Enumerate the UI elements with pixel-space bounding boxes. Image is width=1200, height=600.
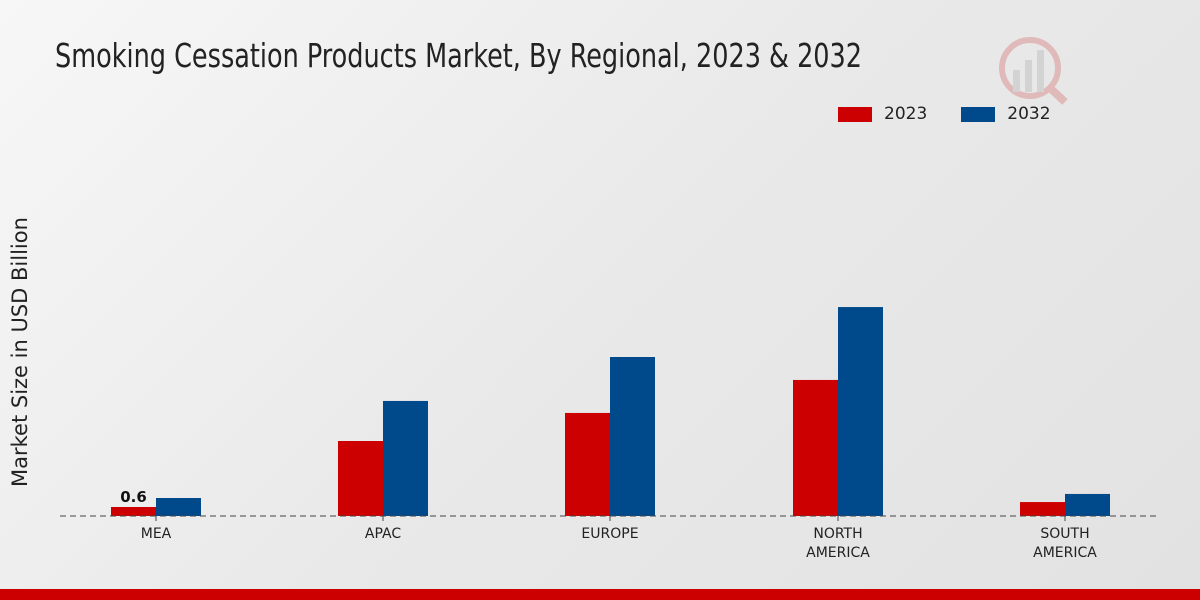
legend-item-2032: 2032 (961, 104, 1051, 124)
x-tick-label: MEA (141, 526, 172, 542)
bar-2023-north-america (793, 379, 838, 516)
bar-2023-south-america (1020, 502, 1065, 516)
bar-2032-europe (610, 357, 655, 516)
x-tick-label: APAC (365, 526, 401, 542)
bar-2023-mea (111, 507, 156, 516)
bar-2032-north-america (838, 307, 883, 516)
logo-icon (995, 30, 1075, 114)
x-tick-label: NORTH AMERICA (806, 526, 870, 561)
bar-2023-europe (565, 412, 610, 516)
data-label: 0.6 (120, 488, 147, 506)
bottom-accent-bar (0, 589, 1200, 600)
bar-2023-apac (338, 441, 383, 516)
legend-swatch-2023 (838, 106, 872, 122)
legend-label: 2023 (884, 104, 928, 124)
legend-label: 2032 (1007, 104, 1051, 124)
bar-2032-mea (156, 498, 201, 516)
legend: 2023 2032 (838, 104, 1051, 124)
x-tick-label: SOUTH AMERICA (1033, 526, 1097, 561)
bar-2032-south-america (1065, 493, 1110, 516)
x-tick-label: EUROPE (581, 526, 638, 542)
bar-2032-apac (383, 400, 428, 516)
chart-title: Smoking Cessation Products Market, By Re… (55, 36, 863, 75)
legend-item-2023: 2023 (838, 104, 927, 124)
legend-swatch-2032 (961, 106, 996, 122)
